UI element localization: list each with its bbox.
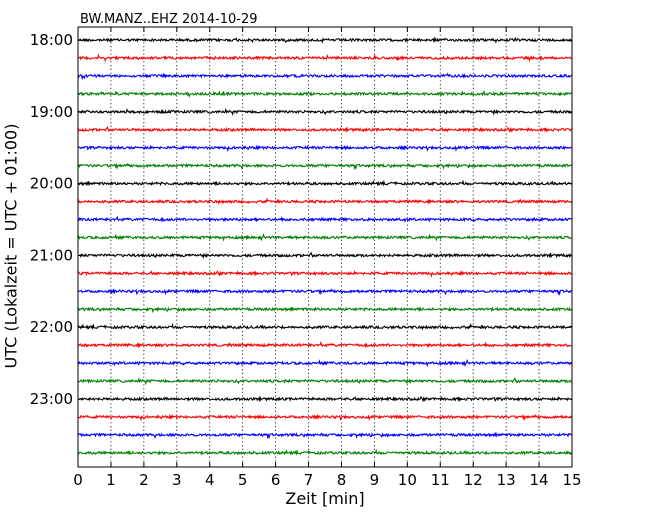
- x-tick-label: 12: [464, 471, 483, 489]
- x-tick-label: 5: [238, 471, 248, 489]
- trace-line: [77, 144, 572, 153]
- x-tick-label: 3: [172, 471, 182, 489]
- x-axis-label: Zeit [min]: [285, 489, 365, 508]
- x-tick-label: 2: [139, 471, 149, 489]
- y-tick-label: 19:00: [30, 103, 73, 121]
- x-tick-label: 1: [106, 471, 116, 489]
- trace-line: [77, 107, 572, 116]
- trace-line: [77, 72, 572, 81]
- trace-line: [77, 162, 572, 171]
- trace-line: [77, 179, 572, 187]
- trace-line: [77, 233, 572, 242]
- y-tick-label: 22:00: [30, 318, 73, 336]
- trace-line: [77, 395, 572, 403]
- trace-line: [77, 197, 572, 205]
- chart-title: BW.MANZ..EHZ 2014-10-29: [80, 12, 258, 27]
- x-tick-label: 11: [431, 471, 450, 489]
- trace-line: [77, 288, 572, 296]
- x-tick-label: 0: [73, 471, 83, 489]
- x-tick-label: 13: [497, 471, 516, 489]
- trace-line: [77, 270, 572, 278]
- trace-line: [77, 358, 572, 368]
- y-tick-label: 18:00: [30, 31, 73, 49]
- trace-line: [77, 90, 572, 98]
- x-tick-label: 7: [304, 471, 314, 489]
- x-tick-label: 10: [398, 471, 417, 489]
- x-tick-label: 9: [370, 471, 380, 489]
- trace-line: [77, 306, 572, 314]
- y-tick-label: 21:00: [30, 246, 73, 264]
- trace-line: [77, 36, 572, 44]
- x-tick-label: 6: [271, 471, 281, 489]
- trace-line: [77, 125, 572, 134]
- x-tick-label: 8: [337, 471, 347, 489]
- trace-line: [77, 448, 572, 456]
- trace-line: [77, 341, 572, 349]
- x-tick-label: 14: [530, 471, 549, 489]
- plot-frame: [77, 26, 573, 468]
- trace-line: [77, 432, 572, 440]
- x-tick-label: 15: [562, 471, 581, 489]
- trace-line: [77, 215, 572, 223]
- trace-line: [77, 377, 572, 386]
- y-tick-label: 20:00: [30, 175, 73, 193]
- trace-line: [77, 53, 572, 63]
- trace-line: [77, 251, 572, 260]
- trace-line: [77, 413, 572, 422]
- x-tick-label: 4: [205, 471, 215, 489]
- y-tick-label: 23:00: [30, 390, 73, 408]
- trace-line: [77, 323, 572, 331]
